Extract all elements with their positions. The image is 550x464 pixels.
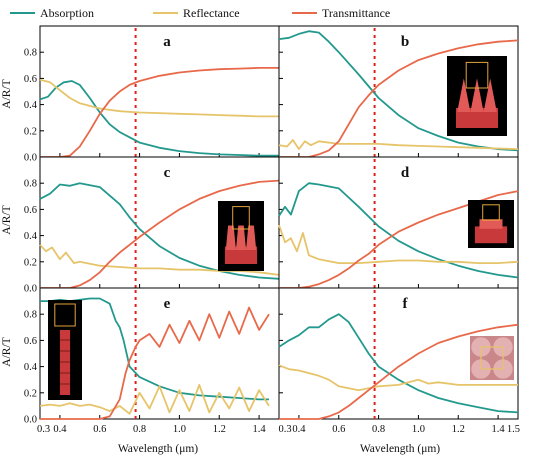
inset-pillar-b-0 bbox=[457, 78, 471, 112]
inset-base-b bbox=[456, 108, 498, 128]
inset-pillar-b-2 bbox=[483, 78, 497, 112]
panel-letter-b: b bbox=[401, 34, 409, 50]
series-absorption-d bbox=[278, 182, 519, 279]
y-tick-label-e-4: 0.8 bbox=[24, 310, 37, 321]
series-reflectance-f bbox=[278, 364, 518, 392]
y-tick-label-e-3: 0.6 bbox=[24, 336, 37, 347]
panel-b: b bbox=[278, 25, 519, 158]
y-tick-label-a-3: 0.6 bbox=[24, 74, 37, 85]
series-transmittance-c bbox=[40, 179, 280, 289]
series-reflectance-a bbox=[39, 78, 279, 118]
x-tick-label-f-1: 0.4 bbox=[292, 424, 306, 435]
series-absorption-c bbox=[39, 182, 280, 280]
inset-cell-e bbox=[54, 303, 76, 327]
series-reflectance-b bbox=[278, 139, 519, 151]
inset-pillar-c-0 bbox=[225, 225, 236, 250]
x-tick-label-f-5: 1.2 bbox=[452, 424, 465, 435]
legend-label-absorption: Absorption bbox=[40, 6, 94, 20]
x-axis-title-left: Wavelength (μm) bbox=[118, 443, 198, 455]
inset-pillar-c-2 bbox=[246, 225, 257, 250]
series-transmittance-a bbox=[40, 67, 279, 158]
x-tick-label-f-3: 0.8 bbox=[372, 424, 385, 435]
y-tick-label-a-2: 0.4 bbox=[24, 100, 38, 111]
panel-letter-f: f bbox=[403, 296, 409, 312]
panel-f: 0.3 0.4 0.6 0.8 1.0 1.2 1.4 1.5 f bbox=[278, 287, 520, 435]
inset-cell-c bbox=[232, 206, 250, 230]
series-reflectance-e bbox=[39, 383, 270, 415]
x-tick-label-e-3: 0.8 bbox=[133, 424, 146, 435]
series-absorption-a bbox=[39, 80, 279, 157]
x-tick-label-e-5: 1.2 bbox=[213, 424, 226, 435]
inset-base-d bbox=[474, 226, 508, 244]
y-tick-label-a-0: 0.0 bbox=[24, 153, 37, 164]
y-axis-title-row1: A/R/T bbox=[1, 79, 13, 108]
inset-base-c bbox=[224, 246, 258, 264]
panel-frame-a bbox=[39, 25, 280, 158]
series-transmittance-f bbox=[279, 323, 519, 420]
inset-cell-f bbox=[480, 346, 504, 370]
series-absorption-f bbox=[278, 313, 519, 414]
legend: Absorption Reflectance Transmittance bbox=[10, 6, 390, 20]
panel-d: d bbox=[278, 156, 519, 289]
x-tick-label-e-2: 0.6 bbox=[93, 424, 106, 435]
x-tick-label-f-2: 0.6 bbox=[332, 424, 345, 435]
panel-letter-d: d bbox=[401, 165, 410, 181]
x-tick-label-e-1: 0.4 bbox=[53, 424, 67, 435]
y-tick-label-a-4: 0.8 bbox=[24, 48, 37, 59]
y-axis-title-row3: A/R/T bbox=[1, 337, 13, 366]
y-tick-label-e-1: 0.2 bbox=[24, 388, 37, 399]
x-tick-label-e-0: 0.3 bbox=[37, 424, 50, 435]
inset-pillar-c-1 bbox=[235, 225, 247, 250]
inset-cell-d bbox=[482, 204, 500, 221]
y-tick-label-c-3: 0.6 bbox=[24, 205, 37, 216]
panel-letter-e: e bbox=[164, 296, 171, 312]
inset-pillar-b-1 bbox=[470, 78, 484, 112]
panels: 0.0 0.2 0.4 0.6 0.8 a b 0.0 0.2 0.4 0.6 0.8 c d 0.0 0.2… bbox=[24, 25, 520, 435]
legend-label-reflectance: Reflectance bbox=[183, 6, 240, 20]
series-transmittance-e bbox=[40, 306, 270, 420]
panel-e: 0.00.20.40.60.80.3 0.4 0.6 0.8 1.0 1.2 1.4e bbox=[24, 287, 280, 435]
series-transmittance-b bbox=[279, 39, 519, 158]
x-axis-title-right: Wavelength (μm) bbox=[360, 443, 440, 455]
x-tick-label-e-6: 1.4 bbox=[253, 424, 267, 435]
x-tick-label-f-6: 1.4 bbox=[492, 424, 506, 435]
y-tick-label-c-4: 0.8 bbox=[24, 179, 37, 190]
y-axis-title-row2: A/R/T bbox=[1, 205, 13, 234]
panel-a: 0.0 0.2 0.4 0.6 0.8 a bbox=[24, 25, 280, 164]
x-tick-label-e-4: 1.0 bbox=[173, 424, 186, 435]
inset-block-d bbox=[479, 219, 503, 229]
y-tick-label-c-1: 0.2 bbox=[24, 257, 37, 268]
y-tick-label-e-2: 0.4 bbox=[24, 362, 38, 373]
y-tick-label-c-0: 0.0 bbox=[24, 284, 37, 295]
series-transmittance-d bbox=[279, 190, 519, 289]
x-tick-label-f-4: 1.0 bbox=[412, 424, 425, 435]
panel-c: 0.0 0.2 0.4 0.6 0.8 c bbox=[24, 156, 280, 295]
x-tick-label-f-7: 1.5 bbox=[507, 424, 520, 435]
y-tick-label-c-2: 0.4 bbox=[24, 231, 38, 242]
legend-label-transmittance: Transmittance bbox=[322, 6, 390, 20]
panel-letter-c: c bbox=[164, 165, 171, 181]
x-tick-label-f-0: 0.3 bbox=[278, 424, 291, 435]
series-absorption-b bbox=[278, 30, 519, 152]
inset-cell-b bbox=[465, 61, 489, 89]
y-tick-label-a-1: 0.2 bbox=[24, 126, 37, 137]
series-reflectance-d bbox=[278, 224, 519, 265]
panel-letter-a: a bbox=[163, 34, 171, 50]
y-tick-label-e-0: 0.0 bbox=[24, 415, 37, 426]
